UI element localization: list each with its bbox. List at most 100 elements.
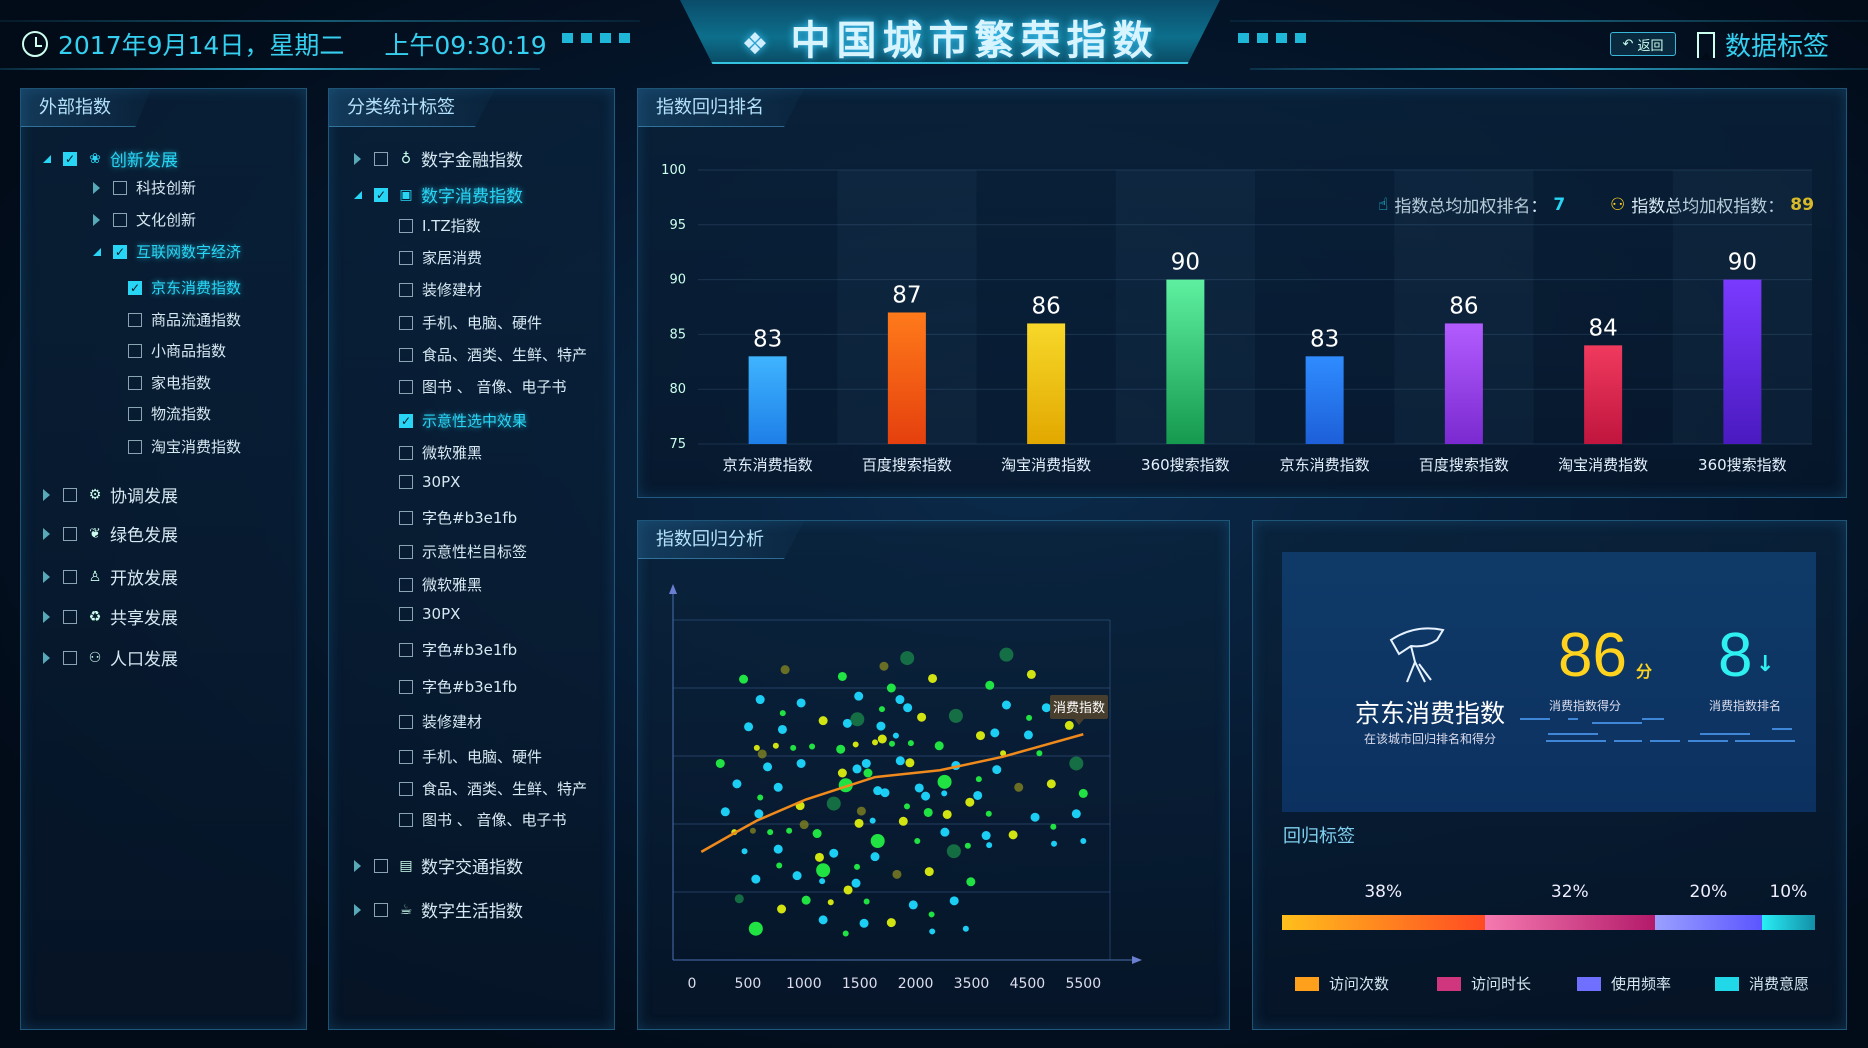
tree-item[interactable]: 家电指数 bbox=[128, 372, 211, 393]
checkbox[interactable] bbox=[128, 439, 142, 454]
checkbox[interactable] bbox=[399, 347, 413, 362]
tree-item[interactable]: 家居消费 bbox=[399, 247, 482, 268]
tree-item[interactable]: 微软雅黑 bbox=[399, 574, 482, 595]
checkbox[interactable] bbox=[374, 858, 388, 873]
checkbox[interactable] bbox=[399, 679, 413, 694]
checkbox[interactable]: ✓ bbox=[113, 244, 127, 259]
checkbox[interactable] bbox=[399, 510, 413, 525]
tree-item[interactable]: 微软雅黑 bbox=[399, 442, 482, 463]
tree-item[interactable]: 商品流通指数 bbox=[128, 309, 241, 330]
users-icon: ⚇ bbox=[88, 649, 102, 666]
checkbox[interactable] bbox=[128, 406, 142, 421]
checkbox[interactable] bbox=[399, 379, 413, 394]
expand-arrow-icon[interactable] bbox=[354, 859, 361, 872]
tree-item[interactable]: 手机、电脑、硬件 bbox=[399, 746, 542, 767]
checkbox[interactable] bbox=[399, 218, 413, 233]
checkbox[interactable] bbox=[399, 445, 413, 460]
expand-arrow-icon[interactable] bbox=[354, 903, 361, 916]
tree-item[interactable]: 装修建材 bbox=[399, 279, 482, 300]
tree-item[interactable]: ▤ 数字交通指数 bbox=[354, 853, 523, 878]
tree-item[interactable]: 食品、酒类、生鲜、特产 bbox=[399, 778, 587, 799]
expand-arrow-icon[interactable] bbox=[43, 610, 50, 623]
checkbox[interactable]: ✓ bbox=[128, 280, 142, 295]
tree-item-label: 人口发展 bbox=[110, 650, 178, 670]
tree-item[interactable]: I.TZ指数 bbox=[399, 215, 481, 236]
checkbox[interactable] bbox=[399, 315, 413, 330]
collapse-arrow-icon[interactable] bbox=[43, 154, 51, 163]
expand-arrow-icon[interactable] bbox=[93, 213, 100, 226]
tree-item[interactable]: 字色#b3e1fb bbox=[399, 507, 517, 528]
tree-item[interactable]: ♻ 共享发展 bbox=[43, 604, 178, 629]
tree-item[interactable]: 科技创新 bbox=[93, 177, 196, 198]
weighted-index-stat: ⚇ 指数总均加权指数： 89 bbox=[1610, 192, 1814, 218]
checkbox[interactable] bbox=[399, 781, 413, 796]
checkbox[interactable] bbox=[128, 343, 142, 358]
tree-item[interactable]: 示意性栏目标签 bbox=[399, 541, 527, 562]
tree-item[interactable]: ♁ 数字金融指数 bbox=[354, 146, 523, 171]
back-button[interactable]: ↶ 返回 bbox=[1610, 32, 1676, 56]
collapse-arrow-icon[interactable] bbox=[93, 247, 101, 256]
tree-item[interactable]: 图书 、 音像、电子书 bbox=[399, 376, 567, 397]
legend-swatch bbox=[1437, 976, 1461, 991]
expand-arrow-icon[interactable] bbox=[43, 527, 50, 540]
checkbox[interactable] bbox=[399, 250, 413, 265]
checkbox[interactable] bbox=[399, 642, 413, 657]
tree-item[interactable]: ❦ 绿色发展 bbox=[43, 521, 178, 546]
tree-item[interactable]: 物流指数 bbox=[128, 403, 211, 424]
tree-item-label: 数字金融指数 bbox=[421, 151, 523, 171]
tree-item[interactable]: 字色#b3e1fb bbox=[399, 676, 517, 697]
checkbox[interactable] bbox=[128, 375, 142, 390]
tree-item[interactable]: 30PX bbox=[399, 473, 460, 491]
checkbox[interactable] bbox=[399, 475, 413, 489]
tree-item[interactable]: 手机、电脑、硬件 bbox=[399, 312, 542, 333]
cup-icon: ☕ bbox=[399, 901, 413, 918]
tree-item[interactable]: ✓ ▣ 数字消费指数 bbox=[354, 182, 523, 207]
tree-item[interactable]: 食品、酒类、生鲜、特产 bbox=[399, 344, 587, 365]
checkbox[interactable]: ✓ bbox=[374, 187, 388, 202]
tree-item[interactable]: 文化创新 bbox=[93, 209, 196, 230]
tree-item[interactable]: ✓ 互联网数字经济 bbox=[93, 241, 241, 262]
tree-item[interactable]: ♙ 开放发展 bbox=[43, 564, 178, 589]
tree-item[interactable]: ✓ 示意性选中效果 bbox=[399, 410, 527, 431]
checkbox[interactable] bbox=[374, 151, 388, 166]
expand-arrow-icon[interactable] bbox=[43, 488, 50, 501]
arrow-down-icon: ↓ bbox=[1756, 652, 1775, 677]
checkbox[interactable] bbox=[399, 749, 413, 764]
checkbox[interactable] bbox=[399, 544, 413, 559]
checkbox[interactable]: ✓ bbox=[399, 413, 413, 428]
checkbox[interactable] bbox=[399, 607, 413, 621]
checkbox[interactable] bbox=[399, 577, 413, 592]
tree-item[interactable]: ⚇ 人口发展 bbox=[43, 645, 178, 670]
tree-item[interactable]: 淘宝消费指数 bbox=[128, 436, 241, 457]
expand-arrow-icon[interactable] bbox=[43, 651, 50, 664]
checkbox[interactable] bbox=[399, 714, 413, 729]
checkbox[interactable] bbox=[113, 212, 127, 227]
tree-item[interactable]: 图书 、 音像、电子书 bbox=[399, 809, 567, 830]
tree-item[interactable]: 30PX bbox=[399, 605, 460, 623]
tree-item[interactable]: 字色#b3e1fb bbox=[399, 639, 517, 660]
checkbox[interactable] bbox=[128, 312, 142, 327]
tree-item[interactable]: ✓ 京东消费指数 bbox=[128, 277, 241, 298]
expand-arrow-icon[interactable] bbox=[43, 570, 50, 583]
checkbox[interactable]: ✓ bbox=[63, 151, 77, 166]
checkbox[interactable] bbox=[63, 650, 77, 665]
checkbox[interactable] bbox=[63, 526, 77, 541]
checkbox[interactable] bbox=[63, 487, 77, 502]
weighted-rank-stat: ☝ 指数总均加权排名： 7 bbox=[1378, 192, 1565, 218]
checkbox[interactable] bbox=[374, 902, 388, 917]
checkbox[interactable] bbox=[63, 569, 77, 584]
expand-arrow-icon[interactable] bbox=[354, 152, 361, 165]
tree-item[interactable]: ✓ ❀ 创新发展 bbox=[43, 146, 178, 171]
tree-item[interactable]: 小商品指数 bbox=[128, 340, 226, 361]
checkbox[interactable] bbox=[399, 282, 413, 297]
checkbox[interactable] bbox=[113, 180, 127, 195]
checkbox[interactable] bbox=[63, 609, 77, 624]
collapse-arrow-icon[interactable] bbox=[354, 190, 362, 199]
decor-dots-right bbox=[1238, 33, 1306, 43]
tree-item[interactable]: 装修建材 bbox=[399, 711, 482, 732]
expand-arrow-icon[interactable] bbox=[93, 181, 100, 194]
data-tags-button[interactable]: 数据标签 bbox=[1697, 26, 1829, 63]
tree-item[interactable]: ☕ 数字生活指数 bbox=[354, 897, 523, 922]
tree-item[interactable]: ⚙ 协调发展 bbox=[43, 482, 178, 507]
checkbox[interactable] bbox=[399, 812, 413, 827]
